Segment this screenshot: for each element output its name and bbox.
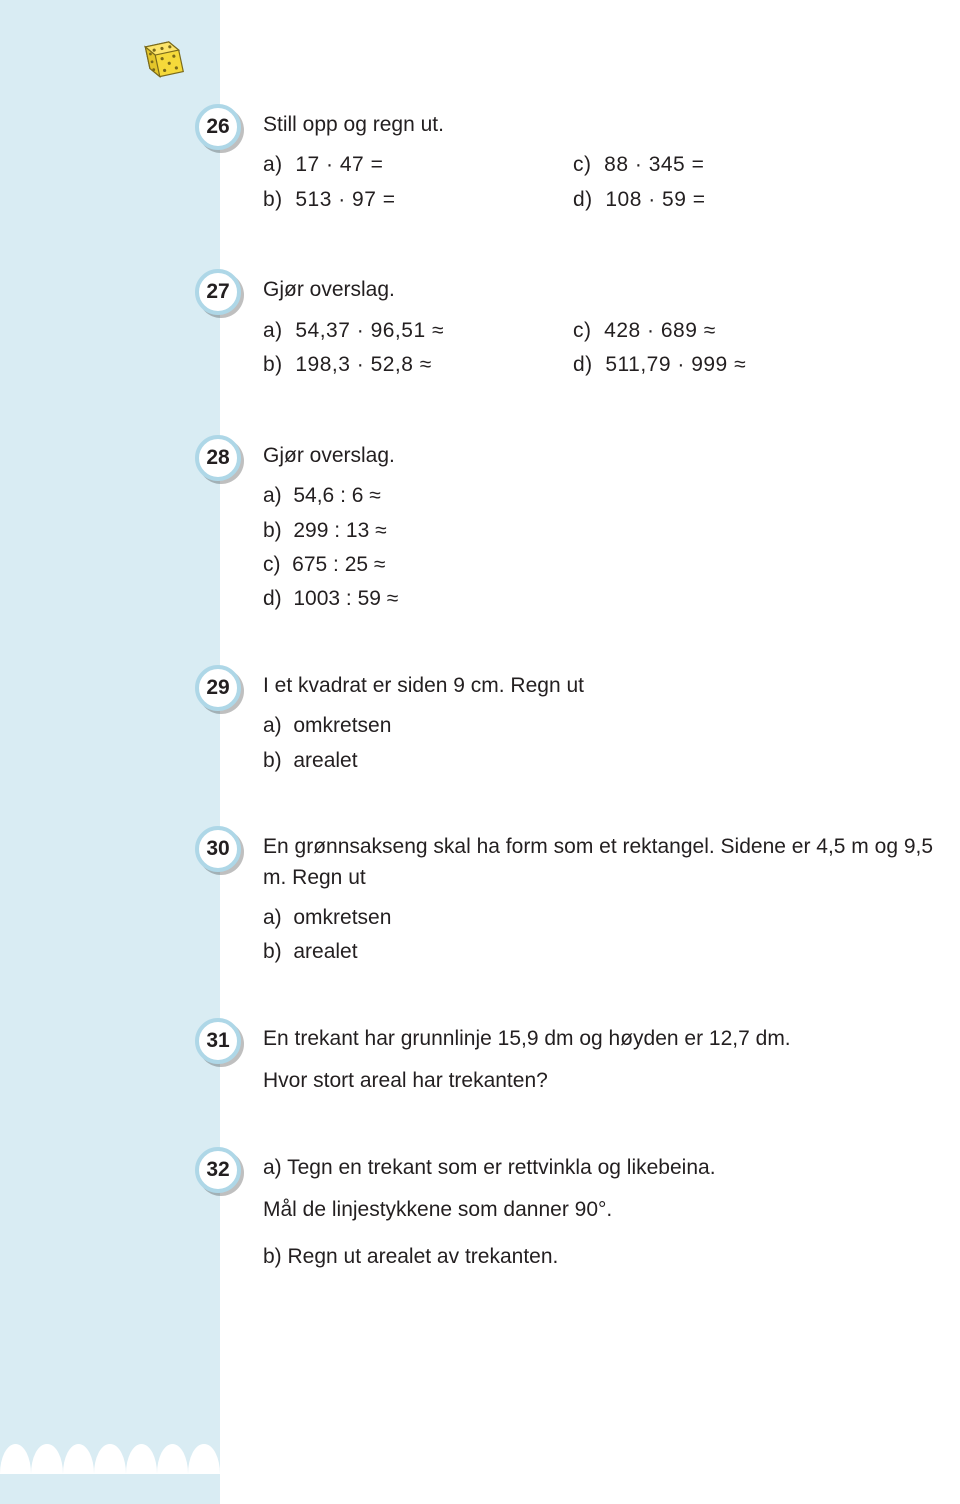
problem-prompt: Gjør overslag.: [263, 275, 935, 305]
problem-32: 32 a) Tegn en trekant som er rettvinkla …: [195, 1153, 935, 1272]
problem-prompt: En trekant har grunnlinje 15,9 dm og høy…: [263, 1024, 935, 1054]
problem-number-badge: 27: [195, 269, 241, 315]
sub-item: d) 108 · 59 =: [573, 185, 883, 215]
problem-prompt: I et kvadrat er siden 9 cm. Regn ut: [263, 671, 935, 701]
sub-item: b) arealet: [263, 937, 935, 967]
problem-prompt: Gjør overslag.: [263, 441, 935, 471]
problem-27: 27 Gjør overslag. a) 54,37 · 96,51 ≈ b) …: [195, 275, 935, 384]
problem-number-badge: 28: [195, 435, 241, 481]
problems-container: 26 Still opp og regn ut. a) 17 · 47 = b)…: [195, 110, 935, 1328]
sub-item: c) 428 · 689 ≈: [573, 316, 883, 346]
problem-number-badge: 29: [195, 665, 241, 711]
text-line: Mål de linjestykkene som danner 90°.: [263, 1195, 935, 1225]
left-color-band: [0, 0, 220, 1504]
sub-item: a) omkretsen: [263, 711, 935, 741]
sub-item: a) omkretsen: [263, 903, 935, 933]
problem-prompt: Still opp og regn ut.: [263, 110, 935, 140]
problem-number-badge: 30: [195, 826, 241, 872]
problem-number-badge: 32: [195, 1147, 241, 1193]
dice-icon: [135, 38, 187, 93]
problem-31: 31 En trekant har grunnlinje 15,9 dm og …: [195, 1024, 935, 1097]
problem-28: 28 Gjør overslag. a) 54,6 : 6 ≈ b) 299 :…: [195, 441, 935, 615]
sub-item: d) 511,79 · 999 ≈: [573, 350, 883, 380]
scalloped-edge: [0, 1444, 220, 1474]
sub-item: d) 1003 : 59 ≈: [263, 584, 935, 614]
problem-number-badge: 31: [195, 1018, 241, 1064]
problem-prompt: a) Tegn en trekant som er rettvinkla og …: [263, 1153, 935, 1183]
text-line: b) Regn ut arealet av trekanten.: [263, 1242, 935, 1272]
problem-29: 29 I et kvadrat er siden 9 cm. Regn ut a…: [195, 671, 935, 776]
sub-item: b) 198,3 · 52,8 ≈: [263, 350, 573, 380]
problem-30: 30 En grønnsakseng skal ha form som et r…: [195, 832, 935, 968]
sub-item: b) arealet: [263, 746, 935, 776]
problem-prompt: En grønnsakseng skal ha form som et rekt…: [263, 832, 935, 893]
problem-number-badge: 26: [195, 104, 241, 150]
sub-item: b) 299 : 13 ≈: [263, 516, 935, 546]
sub-item: c) 88 · 345 =: [573, 150, 883, 180]
sub-item: a) 17 · 47 =: [263, 150, 573, 180]
sub-item: a) 54,37 · 96,51 ≈: [263, 316, 573, 346]
problem-26: 26 Still opp og regn ut. a) 17 · 47 = b)…: [195, 110, 935, 219]
sub-item: c) 675 : 25 ≈: [263, 550, 935, 580]
text-line: Hvor stort areal har trekanten?: [263, 1066, 935, 1096]
sub-item: b) 513 · 97 =: [263, 185, 573, 215]
sub-item: a) 54,6 : 6 ≈: [263, 481, 935, 511]
